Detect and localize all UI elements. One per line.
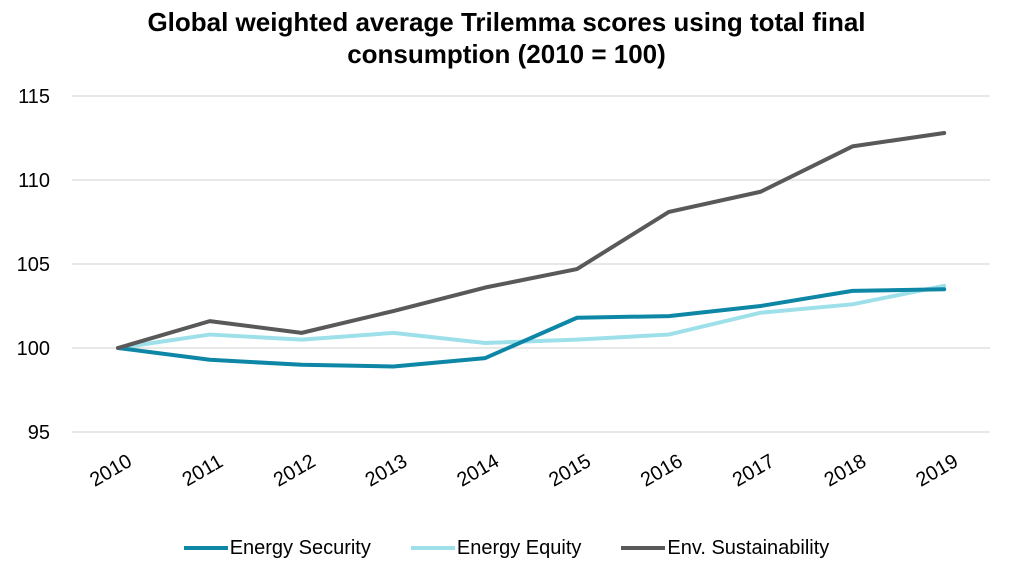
x-axis-tick-labels: 2010 2011 2012 2013 2014 2015 2016 2017 2018 2019 — [86, 450, 962, 491]
legend-swatch-energy-security — [183, 546, 228, 550]
legend: Energy Security Energy Equity Env. Susta… — [0, 534, 1013, 562]
y-tick-label: 100 — [17, 338, 50, 360]
x-tick-label: 2018 — [821, 450, 871, 491]
legend-label-energy-equity: Energy Equity — [456, 536, 582, 559]
gridlines — [72, 95, 990, 433]
legend-item-energy-security: Energy Security — [183, 536, 371, 560]
chart-title-line-2: consumption (2010 = 100) — [347, 39, 666, 69]
y-tick-label: 110 — [18, 170, 50, 192]
y-axis-tick-labels: 95 100 105 110 115 — [17, 86, 50, 444]
chart-title-line-1: Global weighted average Trilemma scores … — [147, 7, 866, 37]
x-tick-label: 2010 — [86, 450, 136, 491]
legend-swatch-energy-equity — [410, 546, 455, 550]
x-tick-label: 2014 — [453, 450, 503, 491]
chart-title: Global weighted average Trilemma scores … — [0, 6, 1013, 70]
legend-item-energy-equity: Energy Equity — [410, 536, 582, 560]
legend-item-env-sustainability: Env. Sustainability — [621, 537, 829, 560]
legend-swatch-env-sustainability — [621, 546, 666, 550]
legend-label-energy-security: Energy Security — [229, 536, 371, 559]
x-tick-label: 2013 — [362, 450, 412, 491]
x-tick-label: 2015 — [545, 450, 595, 491]
x-tick-label: 2017 — [729, 450, 779, 491]
legend-label-env-sustainability: Env. Sustainability — [667, 536, 830, 559]
y-tick-label: 95 — [28, 422, 50, 444]
x-tick-label: 2011 — [179, 451, 227, 492]
x-tick-label: 2012 — [270, 450, 320, 491]
x-tick-label: 2016 — [637, 450, 687, 491]
x-tick-label: 2019 — [912, 450, 962, 491]
y-tick-label: 115 — [18, 86, 50, 108]
y-tick-label: 105 — [17, 254, 50, 276]
series-lines — [116, 130, 947, 369]
series-line-env-sustainability — [116, 130, 947, 350]
series-line-energy-security — [116, 287, 947, 369]
series-line-energy-equity — [116, 283, 947, 350]
